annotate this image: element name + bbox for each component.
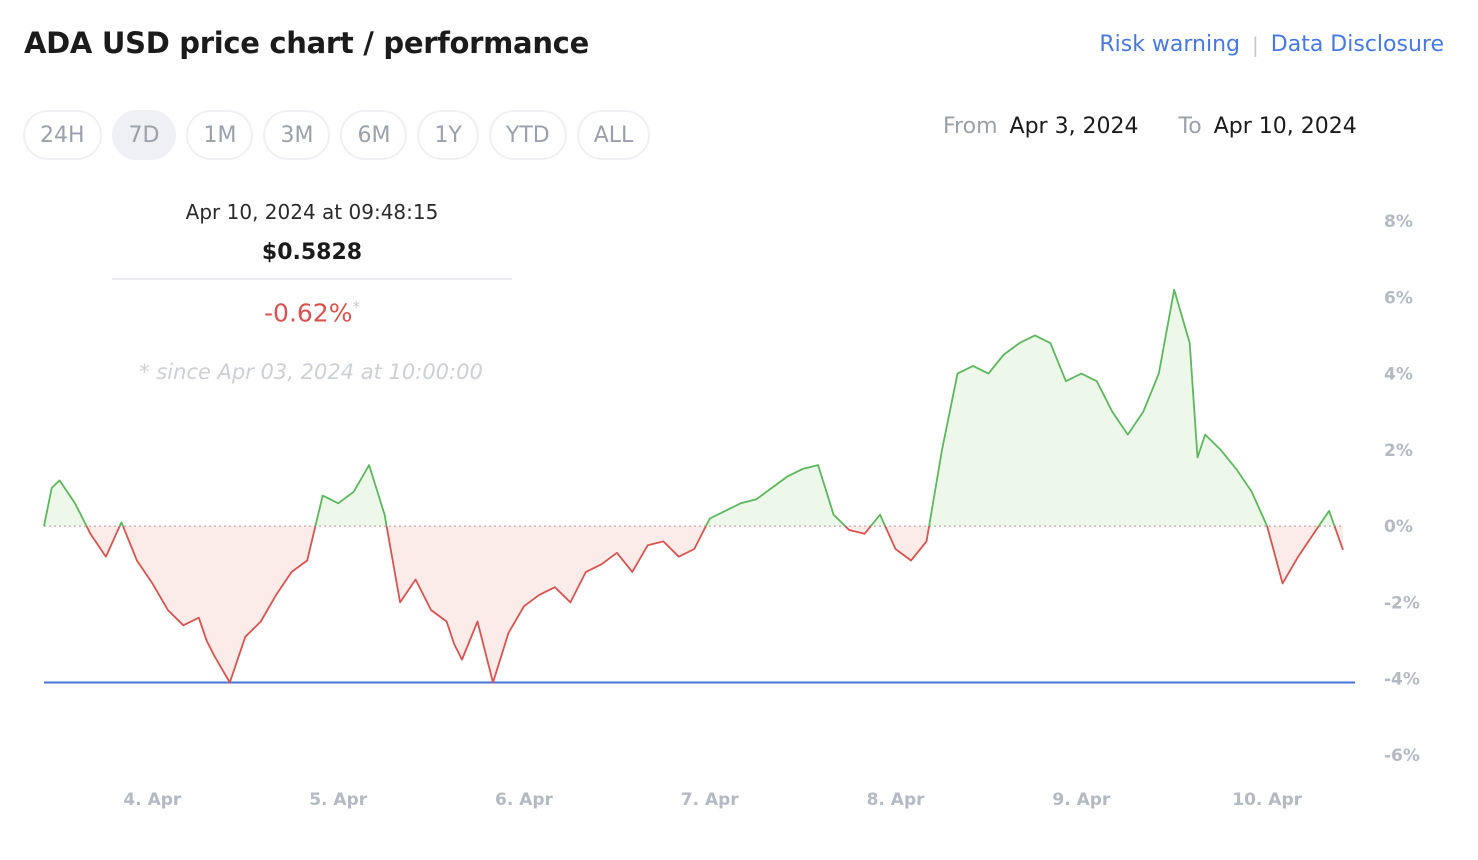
y-tick-label-4: 0% bbox=[1384, 517, 1413, 537]
negative-area-1 bbox=[86, 526, 120, 557]
range-button-6m[interactable]: 6M bbox=[340, 110, 408, 160]
tooltip-change: -0.62%* bbox=[112, 298, 512, 327]
negative-line-9 bbox=[884, 525, 930, 562]
y-tick-label-2: 4% bbox=[1384, 365, 1413, 385]
positive-line-8 bbox=[870, 513, 887, 527]
positive-line-12 bbox=[1317, 510, 1336, 527]
from-label: From bbox=[943, 114, 998, 139]
tooltip-since-note: * since Apr 03, 2024 at 10:00:00 bbox=[139, 360, 483, 384]
tooltip-change-value: -0.62% bbox=[264, 298, 353, 328]
y-tick-label-1: 6% bbox=[1384, 288, 1413, 308]
from-date-field[interactable]: Apr 3, 2024 bbox=[1009, 114, 1139, 139]
negative-area-7 bbox=[845, 526, 871, 534]
range-button-3m[interactable]: 3M bbox=[263, 110, 331, 160]
range-button-24h[interactable]: 24H bbox=[23, 110, 102, 160]
tooltip-divider bbox=[112, 278, 512, 280]
negative-line-1 bbox=[85, 525, 121, 558]
range-button-1m[interactable]: 1M bbox=[186, 110, 254, 160]
page-title: ADA USD price chart / performance bbox=[24, 26, 589, 60]
positive-line-0 bbox=[43, 479, 88, 527]
date-range: From Apr 3, 2024 To Apr 10, 2024 bbox=[943, 114, 1357, 139]
positive-line-6 bbox=[705, 464, 846, 527]
x-tick-label-0: 4. Apr bbox=[123, 790, 182, 810]
price-tooltip: Apr 10, 2024 at 09:48:15 $0.5828 -0.62%* bbox=[112, 200, 512, 327]
positive-line-10 bbox=[928, 288, 1268, 527]
risk-warning-link[interactable]: Risk warning bbox=[1099, 32, 1241, 57]
y-tick-label-3: 2% bbox=[1384, 441, 1413, 461]
x-tick-label-2: 6. Apr bbox=[495, 790, 554, 810]
range-button-1y[interactable]: 1Y bbox=[417, 110, 479, 160]
y-tick-label-5: -2% bbox=[1384, 593, 1420, 613]
x-tick-label-6: 10. Apr bbox=[1232, 790, 1302, 810]
y-tick-label-6: -4% bbox=[1384, 670, 1420, 690]
negative-line-13 bbox=[1333, 525, 1344, 551]
negative-area-11 bbox=[1267, 526, 1319, 584]
positive-area-12 bbox=[1318, 510, 1335, 527]
range-button-7d[interactable]: 7D bbox=[111, 110, 177, 160]
x-tick-label-3: 7. Apr bbox=[681, 790, 740, 810]
positive-area-0 bbox=[44, 480, 87, 527]
negative-area-5 bbox=[386, 526, 706, 683]
to-date-field[interactable]: Apr 10, 2024 bbox=[1213, 114, 1357, 139]
y-tick-label-7: -6% bbox=[1384, 746, 1420, 766]
x-tick-label-1: 5. Apr bbox=[309, 790, 368, 810]
negative-line-7 bbox=[844, 525, 872, 535]
link-separator: | bbox=[1252, 32, 1259, 57]
negative-area-3 bbox=[123, 526, 316, 683]
positive-area-10 bbox=[929, 289, 1268, 527]
header-links: Risk warning | Data Disclosure bbox=[1099, 32, 1444, 57]
negative-line-3 bbox=[122, 525, 317, 684]
positive-line-4 bbox=[314, 464, 388, 527]
time-range-selector: 24H 7D 1M 3M 6M 1Y YTD ALL bbox=[23, 110, 660, 160]
tooltip-datetime: Apr 10, 2024 at 09:48:15 bbox=[185, 200, 439, 224]
data-disclosure-link[interactable]: Data Disclosure bbox=[1270, 32, 1444, 57]
range-button-all[interactable]: ALL bbox=[576, 110, 651, 160]
range-button-ytd[interactable]: YTD bbox=[488, 110, 567, 160]
positive-line-2 bbox=[118, 521, 124, 527]
negative-line-11 bbox=[1266, 525, 1320, 585]
x-tick-label-5: 9. Apr bbox=[1052, 790, 1111, 810]
y-tick-label-0: 8% bbox=[1384, 212, 1413, 232]
negative-line-5 bbox=[385, 525, 707, 684]
negative-area-9 bbox=[885, 526, 930, 561]
positive-area-8 bbox=[870, 514, 886, 527]
tooltip-price: $0.5828 bbox=[261, 240, 363, 265]
tooltip-change-marker: * bbox=[352, 298, 360, 316]
x-tick-label-4: 8. Apr bbox=[867, 790, 926, 810]
to-label: To bbox=[1178, 114, 1202, 139]
positive-area-4 bbox=[315, 465, 387, 527]
positive-area-6 bbox=[705, 465, 846, 527]
